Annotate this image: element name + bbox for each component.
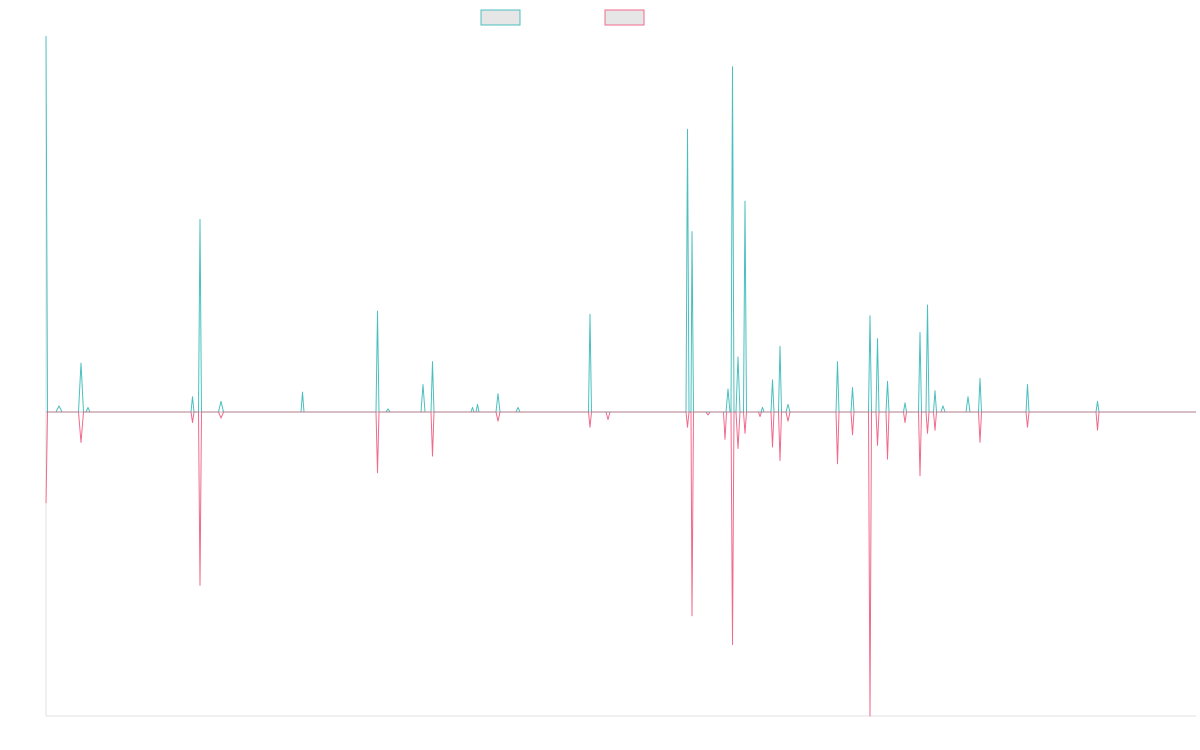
plot-area [45, 35, 1196, 717]
legend[interactable] [480, 9, 645, 26]
legend-swatch-series_a[interactable] [480, 9, 521, 26]
legend-swatch-series_b[interactable] [604, 9, 645, 26]
